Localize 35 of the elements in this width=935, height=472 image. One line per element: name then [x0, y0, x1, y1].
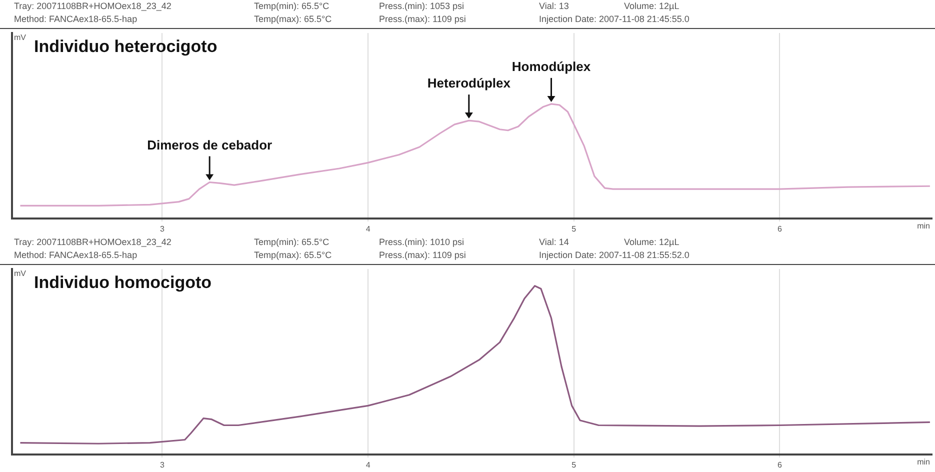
- text: Temp(max): 65.5°C: [254, 249, 333, 262]
- text: Vial: 14: [539, 236, 570, 249]
- chart-title: Individuo heterocigoto: [34, 37, 218, 56]
- text: Vial: 13: [539, 0, 570, 13]
- annotation: Homodúplex: [512, 59, 592, 74]
- text: Press.(min): 1010 psi: [379, 236, 466, 249]
- text: Temp(max): 65.5°C: [254, 13, 333, 26]
- x-axis-title: min: [917, 222, 930, 231]
- x-tick-label: 6: [777, 224, 782, 234]
- chart-title: Individuo homocigoto: [34, 273, 212, 292]
- text: Temp(min): 65.5°C: [254, 236, 330, 249]
- x-tick-label: 4: [366, 224, 371, 234]
- text: Press.(min): 1053 psi: [379, 0, 466, 13]
- text: Tray: 20071108BR+HOMOex18_23_42: [14, 0, 172, 13]
- x-tick-label: 3: [160, 460, 166, 470]
- text: Method: FANCAex18-65.5-hap: [14, 249, 138, 262]
- text: Injection Date: 2007-11-08 21:55:52.0: [539, 249, 690, 262]
- text: Injection Date: 2007-11-08 21:45:55.0: [539, 13, 690, 26]
- annotation: Dimeros de cebador: [147, 137, 272, 152]
- y-axis-title: mV: [14, 33, 27, 42]
- annotation: Heterodúplex: [427, 76, 512, 91]
- x-tick-label: 3: [160, 224, 166, 234]
- text: Press.(max): 1109 psi: [379, 249, 467, 262]
- x-tick-label: 5: [572, 460, 577, 470]
- x-tick-label: 6: [777, 460, 782, 470]
- x-tick-label: 4: [366, 460, 371, 470]
- text: Volume: 12µL: [624, 236, 680, 249]
- x-tick-label: 5: [572, 224, 577, 234]
- x-axis-title: min: [917, 458, 930, 467]
- text: Temp(min): 65.5°C: [254, 0, 330, 13]
- text: Volume: 12µL: [624, 0, 680, 13]
- text: Method: FANCAex18-65.5-hap: [14, 13, 138, 26]
- text: Tray: 20071108BR+HOMOex18_23_42: [14, 236, 172, 249]
- y-axis-title: mV: [14, 269, 27, 278]
- text: Press.(max): 1109 psi: [379, 13, 467, 26]
